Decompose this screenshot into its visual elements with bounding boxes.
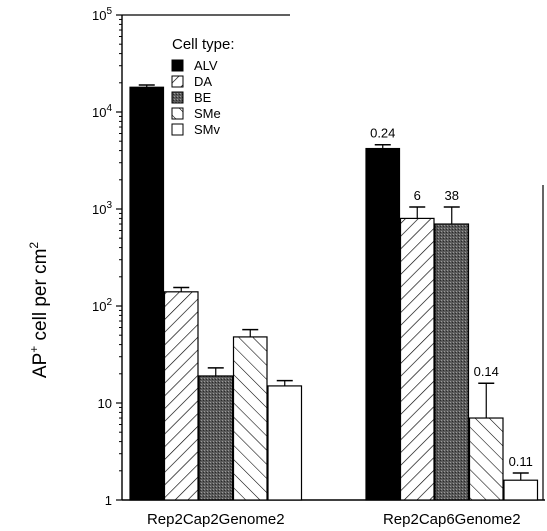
y-tick-label-base: 10 [92,299,106,314]
legend-label-da: DA [194,74,212,89]
data-label: 0.11 [509,454,533,469]
bars: 0.24 6 38 0.14 0.11 [129,84,539,501]
legend-label-be: BE [194,90,212,105]
y-tick-label-base: 10 [92,202,106,217]
y-tick-label: 105 [92,6,112,23]
bar-group [129,84,303,501]
y-tick-label-base: 10 [92,105,106,120]
legend-swatch-sme [171,107,184,120]
bar-be [434,223,470,501]
category-label: Rep2Cap2Genome2 [147,511,285,528]
y-tick-label: 10 [98,396,112,411]
category-label: Rep2Cap6Genome2 [383,511,521,528]
bar-da [399,217,435,501]
legend-swatch-smv [171,123,184,136]
y-axis-label-rest: cell per cm [30,249,51,346]
y-tick-label-exp: 5 [106,6,112,17]
y-axis-label-sup: + [27,346,41,353]
legend-label-alv: ALV [194,58,218,73]
y-tick-label-exp: 3 [106,200,112,211]
bar-be [198,375,234,501]
svg-text:AP+ cell per cm2: AP+ cell per cm2 [27,242,51,379]
bar-smv [267,385,303,501]
legend-swatch-da [171,75,184,88]
bar-sme [468,417,504,501]
legend-label-sme: SMe [194,106,221,121]
y-tick-label-exp: 2 [106,297,112,308]
bar-smv [503,479,539,501]
bar-group: 0.24 6 38 0.14 0.11 [365,126,539,501]
legend-swatch-be [171,91,184,104]
y-tick-label-exp: 4 [106,103,112,114]
bar-alv [129,86,165,501]
y-tick-label: 102 [92,297,112,314]
y-axis-label: AP+ cell per cm2 [27,242,51,379]
legend-swatch-alv [171,59,184,72]
y-tick-label-base: 10 [98,396,112,411]
y-tick-label: 103 [92,200,112,217]
y-tick-label-base: 10 [92,8,106,23]
y-tick-label-base: 1 [105,493,112,508]
y-tick-label: 104 [92,103,112,120]
y-axis-label-sup2: 2 [27,242,41,249]
data-label: 6 [414,188,421,203]
data-label: 0.24 [370,126,395,141]
bar-sme [232,336,268,501]
data-label: 0.14 [474,364,499,379]
bar-da [163,291,199,501]
y-axis-label-base: AP [30,353,51,378]
legend-label-smv: SMv [194,122,221,137]
legend-title: Cell type: [172,36,235,53]
data-label: 38 [445,188,459,203]
category-labels: Rep2Cap2Genome2 Rep2Cap6Genome2 [147,511,521,528]
bar-alv [365,147,401,501]
y-tick-label: 1 [105,493,112,508]
